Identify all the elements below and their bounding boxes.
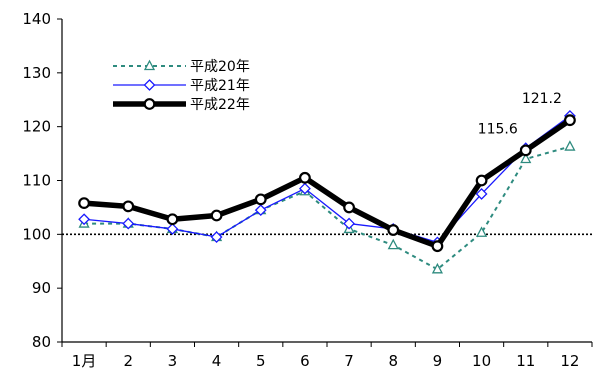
data-point [254,193,267,206]
data-point [166,223,179,235]
series-line [83,117,572,249]
legend-item: 平成20年 [113,59,250,75]
legend-marker [143,79,156,91]
y-tick-label: 130 [22,64,51,82]
x-tick-label: 4 [212,352,222,370]
data-point [475,174,488,187]
data-point [475,188,488,200]
data-point [122,200,135,213]
data-point [210,231,223,243]
data-point [343,217,356,230]
series-line [84,145,571,271]
y-tick-label: 80 [32,333,51,351]
x-tick-label: 12 [560,352,579,370]
data-point [431,262,443,274]
y-tick-label: 140 [22,10,51,28]
legend-label: 平成20年 [190,59,250,75]
legend-label: 平成21年 [190,78,250,94]
data-point [519,144,532,157]
y-tick-label: 100 [22,225,51,243]
legend-marker [143,98,156,110]
series-line [84,115,571,244]
legend-item: 平成22年 [113,97,250,113]
x-tick-label: 8 [388,352,398,370]
x-tick-label: 10 [472,352,491,370]
series-1 [78,140,576,274]
data-point [122,217,135,230]
data-label: 115.6 [478,121,518,137]
data-label: 121.2 [522,91,562,107]
data-point [564,140,576,151]
x-tick-label: 11 [516,352,535,370]
x-tick-labels: 1月 2 3 4 5 6 7 8 9 10 11 12 [61,342,593,370]
data-point [343,201,355,214]
data-point [210,209,223,222]
data-point [431,240,444,253]
x-tick-label: 9 [433,352,443,370]
y-tick-labels: 80 90 100 110 120 130 140 [22,10,62,351]
y-tick-label: 90 [32,279,51,297]
data-point [254,204,267,217]
data-point [78,197,90,210]
legend-marker [143,59,156,71]
data-point [564,114,576,127]
legend-item: 平成21年 [113,78,250,94]
x-tick-label: 3 [168,352,178,370]
series-group [78,109,576,274]
data-point [298,182,311,195]
data-point [387,224,400,236]
data-point [78,213,91,226]
x-tick-label: 6 [300,352,310,370]
series-3 [78,114,576,253]
x-tick-label: 1月 [72,352,97,370]
data-point [387,238,399,250]
data-point [299,171,311,184]
legend-label: 平成22年 [190,97,250,113]
y-tick-label: 110 [22,172,51,190]
x-tick-label: 2 [123,352,133,370]
data-point [166,213,179,226]
y-tick-label: 120 [22,118,51,136]
x-tick-label: 7 [344,352,354,370]
data-point [520,152,532,164]
x-tick-label: 5 [256,352,266,370]
data-point [476,226,488,237]
